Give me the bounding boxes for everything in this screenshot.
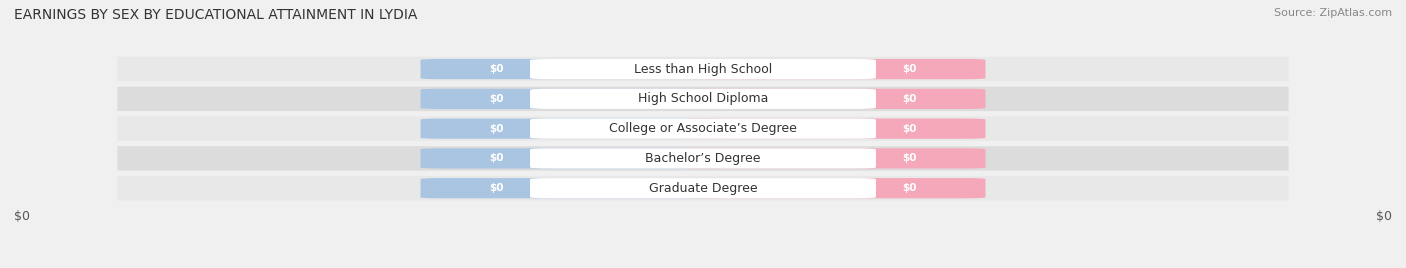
Text: $0: $0 [489,183,503,193]
FancyBboxPatch shape [117,146,1289,171]
Text: $0: $0 [903,183,917,193]
FancyBboxPatch shape [682,178,986,198]
FancyBboxPatch shape [531,149,875,168]
Text: EARNINGS BY SEX BY EDUCATIONAL ATTAINMENT IN LYDIA: EARNINGS BY SEX BY EDUCATIONAL ATTAINMEN… [14,8,418,22]
Text: Graduate Degree: Graduate Degree [648,182,758,195]
FancyBboxPatch shape [117,87,1289,111]
Text: $0: $0 [489,64,503,74]
FancyBboxPatch shape [420,118,724,139]
Text: $0: $0 [489,94,503,104]
Text: Bachelor’s Degree: Bachelor’s Degree [645,152,761,165]
FancyBboxPatch shape [420,148,724,169]
FancyBboxPatch shape [531,90,875,108]
FancyBboxPatch shape [682,59,986,79]
FancyBboxPatch shape [531,119,875,138]
FancyBboxPatch shape [420,178,724,198]
FancyBboxPatch shape [420,89,724,109]
Text: $0: $0 [1376,210,1392,223]
Legend: Male, Female: Male, Female [633,263,773,268]
FancyBboxPatch shape [682,148,986,169]
Text: $0: $0 [489,153,503,163]
Text: $0: $0 [903,153,917,163]
Text: $0: $0 [903,64,917,74]
Text: College or Associate’s Degree: College or Associate’s Degree [609,122,797,135]
Text: Source: ZipAtlas.com: Source: ZipAtlas.com [1274,8,1392,18]
FancyBboxPatch shape [531,179,875,198]
FancyBboxPatch shape [682,118,986,139]
FancyBboxPatch shape [531,60,875,79]
FancyBboxPatch shape [682,89,986,109]
Text: High School Diploma: High School Diploma [638,92,768,105]
FancyBboxPatch shape [117,57,1289,81]
Text: $0: $0 [903,94,917,104]
Text: $0: $0 [903,124,917,134]
FancyBboxPatch shape [420,59,724,79]
Text: $0: $0 [489,124,503,134]
FancyBboxPatch shape [117,176,1289,200]
FancyBboxPatch shape [117,116,1289,141]
Text: $0: $0 [14,210,30,223]
Text: Less than High School: Less than High School [634,63,772,76]
